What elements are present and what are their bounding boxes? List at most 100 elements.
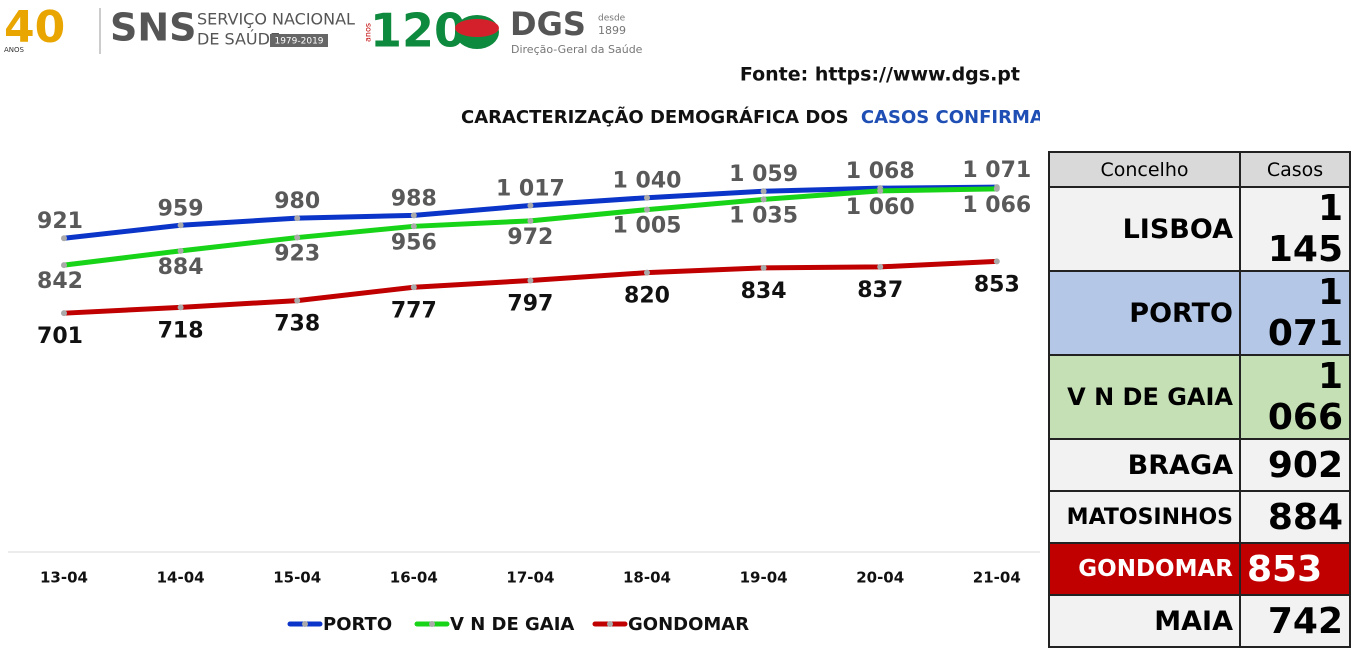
data-label: 738 — [274, 312, 320, 337]
marker — [294, 215, 301, 222]
legend-marker — [429, 621, 435, 627]
x-tick-label: 16-04 — [390, 569, 438, 587]
marker — [527, 277, 534, 284]
title-highlight: CASOS CONFIRMADOS — [861, 107, 1040, 128]
x-tick-label: 14-04 — [157, 569, 205, 587]
data-label: 980 — [274, 189, 320, 214]
data-label: 718 — [158, 318, 204, 343]
marker — [644, 206, 650, 213]
cell: 884 — [1239, 490, 1351, 544]
data-label: 972 — [507, 225, 553, 250]
data-label: 837 — [857, 278, 903, 303]
marker — [410, 284, 417, 291]
marker — [177, 222, 184, 229]
x-tick-label: 18-04 — [623, 569, 671, 587]
marker — [61, 310, 67, 317]
data-label: 1 068 — [846, 159, 915, 184]
marker — [61, 235, 67, 242]
data-label: 884 — [158, 255, 204, 280]
logo-period: 1979-2019 — [274, 37, 323, 47]
x-tick-label: 19-04 — [740, 569, 788, 587]
source: Fonte: https://www.dgs.pt — [740, 64, 1020, 86]
logo-sns-name: DE SAÚDE — [197, 30, 280, 49]
data-label: 797 — [507, 291, 553, 316]
marker — [877, 187, 884, 194]
x-tick-label: 13-04 — [40, 569, 88, 587]
data-label: 1 059 — [729, 162, 798, 187]
data-label: 956 — [391, 230, 437, 255]
cell: BRAGA — [1048, 438, 1241, 492]
marker — [294, 297, 301, 304]
marker — [760, 196, 767, 203]
logo-sns-name: SERVIÇO NACIONAL — [197, 10, 355, 29]
logo-years-word: ANOS — [4, 46, 25, 54]
header-cell: Concelho — [1048, 151, 1241, 188]
data-label: 1 035 — [729, 203, 798, 228]
data-label: 921 — [37, 209, 83, 234]
data-label: 1 060 — [846, 195, 915, 220]
logo-dgs-since: 1899 — [598, 24, 626, 37]
legend-label: V N DE GAIA — [450, 614, 574, 635]
data-label: 1 066 — [962, 193, 1031, 218]
marker — [527, 217, 534, 224]
legend-label: PORTO — [323, 614, 392, 635]
cell: 1 145 — [1239, 186, 1351, 272]
data-label: 1 040 — [613, 169, 682, 194]
cell: MATOSINHOS — [1048, 490, 1241, 544]
marker — [61, 262, 67, 269]
logo-dgs-years: 120 — [370, 4, 466, 58]
logo-dgs: DGS — [510, 5, 586, 43]
table: Concelho Casos LISBOA 1 145 PORTO 1 071 V N… — [1048, 151, 1351, 648]
marker — [993, 258, 1000, 265]
legend-label: GONDOMAR — [628, 614, 749, 635]
logo-icon — [455, 19, 499, 37]
cell: GONDOMAR — [1048, 542, 1241, 596]
x-tick-label: 20-04 — [856, 569, 904, 587]
x-tick-label: 17-04 — [506, 569, 554, 587]
data-label: 777 — [391, 298, 437, 323]
marker — [410, 212, 417, 219]
logo-years: 40 — [4, 2, 65, 53]
data-label: 1 071 — [962, 158, 1031, 183]
marker — [993, 185, 1000, 192]
logo-badge — [270, 34, 328, 47]
cell: 1 071 — [1239, 270, 1351, 356]
data-label: 701 — [37, 324, 83, 349]
cell: PORTO — [1048, 270, 1241, 356]
cell: 742 — [1239, 594, 1351, 648]
legend-marker — [302, 621, 308, 627]
title: CARACTERIZAÇÃO DEMOGRÁFICA DOS — [461, 105, 849, 128]
cell: V N DE GAIA — [1048, 354, 1241, 440]
logo-dgs-since: desde — [598, 14, 626, 24]
title: CARACTERIZAÇÃO DEMOGRÁFICA DOS CASOS CON… — [461, 105, 1040, 128]
logo-sns: SNS — [110, 6, 197, 50]
header-cell: Casos — [1239, 151, 1351, 188]
cell: 853 — [1239, 542, 1351, 596]
legend-marker — [607, 621, 613, 627]
data-label: 959 — [158, 196, 204, 221]
marker — [177, 247, 184, 254]
cell: MAIA — [1048, 594, 1241, 648]
marker — [410, 223, 417, 230]
marker — [294, 234, 301, 241]
marker — [644, 269, 650, 276]
marker — [760, 264, 767, 271]
marker — [644, 194, 650, 201]
data-label: 853 — [974, 272, 1020, 297]
cell: LISBOA — [1048, 186, 1241, 272]
x-tick-label: 15-04 — [273, 569, 321, 587]
data-label: 1 005 — [613, 214, 682, 239]
cell: 1 066 — [1239, 354, 1351, 440]
data-label: 834 — [741, 279, 787, 304]
data-label: 923 — [274, 242, 320, 267]
x-tick-label: 21-04 — [973, 569, 1021, 587]
marker — [527, 202, 534, 209]
marker — [877, 263, 884, 270]
marker — [177, 304, 184, 311]
data-label: 820 — [624, 284, 670, 309]
cell: 902 — [1239, 438, 1351, 492]
data-label: 988 — [391, 186, 437, 211]
chart: 40 ANOS SNS SERVIÇO NACIONAL DE SAÚDE 19… — [4, 2, 1040, 635]
logo-dgs-years-word: anos — [364, 23, 373, 42]
